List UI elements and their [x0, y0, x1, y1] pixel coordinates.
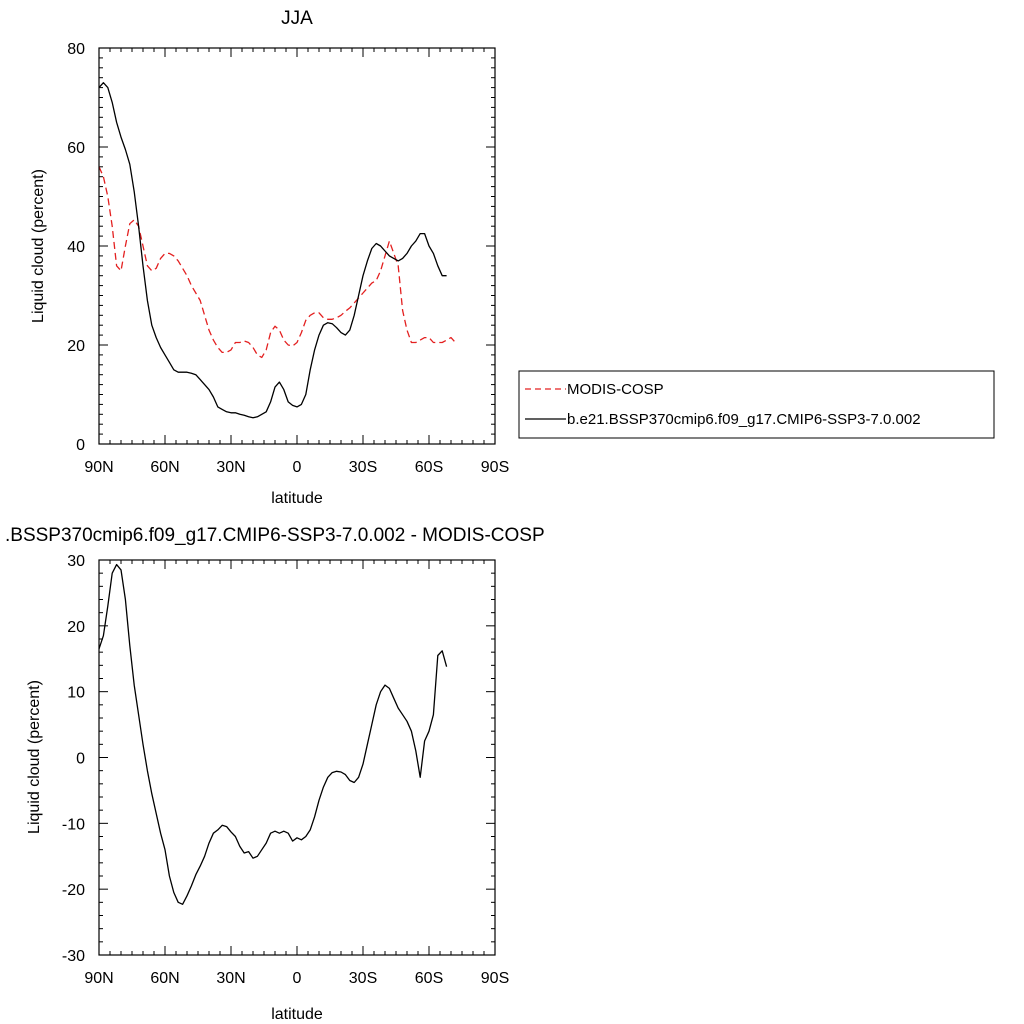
- plot-frame: [98, 559, 496, 956]
- series-lines: [98, 563, 448, 905]
- x-tick-label: 0: [293, 970, 302, 987]
- x-tick-label: 60N: [150, 970, 179, 987]
- difference-line-chart: .BSSP370cmip6.f09_g17.CMIP6-SSP3-7.0.002…: [5, 525, 545, 1023]
- y-tick-label: 20: [67, 338, 85, 355]
- x-tick-label: 60S: [415, 970, 443, 987]
- y-axis-label: Liquid cloud (percent): [26, 680, 43, 834]
- x-tick-label: 90N: [84, 970, 113, 987]
- top-series-line-1: [98, 82, 447, 419]
- x-tick-label: 90N: [84, 459, 113, 476]
- y-tick-label: 30: [67, 553, 85, 570]
- x-tick-label: 30S: [349, 970, 377, 987]
- y-tick-label: 10: [67, 685, 85, 702]
- chart-title: .BSSP370cmip6.f09_g17.CMIP6-SSP3-7.0.002…: [5, 525, 545, 546]
- y-tick-label: 80: [67, 41, 85, 58]
- y-axis-label: Liquid cloud (percent): [30, 169, 47, 323]
- x-tick-label: 60S: [415, 459, 443, 476]
- legend-box: [518, 370, 995, 439]
- legend: MODIS-COSP b.e21.BSSP370cmip6.f09_g17.CM…: [518, 370, 995, 439]
- x-tick-label: 30N: [216, 459, 245, 476]
- axis-ticks: 90N 60N 30N 0 30S 60S 90S -30 -20 -10 0 10 20 30: [62, 553, 509, 987]
- y-tick-label: -30: [62, 948, 85, 965]
- chart-title: JJA: [281, 8, 313, 29]
- x-tick-label: 0: [293, 459, 302, 476]
- axis-ticks: 90N 60N 30N 0 30S 60S 90S 0 20 40 60 80: [67, 41, 509, 476]
- x-tick-label: 30S: [349, 459, 377, 476]
- series-lines: [98, 82, 456, 419]
- y-tick-label: 0: [76, 751, 85, 768]
- y-tick-label: -20: [62, 882, 85, 899]
- y-tick-label: 0: [76, 437, 85, 454]
- x-tick-label: 90S: [481, 459, 509, 476]
- plot-frame: [98, 47, 496, 445]
- x-axis-label: latitude: [271, 1006, 323, 1023]
- x-tick-label: 90S: [481, 970, 509, 987]
- x-tick-label: 60N: [150, 459, 179, 476]
- jja-line-chart: JJA Liquid cloud (percent) latitude 90N 6…: [30, 8, 509, 507]
- x-axis-label: latitude: [271, 490, 323, 507]
- y-tick-label: 60: [67, 140, 85, 157]
- x-tick-label: 30N: [216, 970, 245, 987]
- y-tick-label: -10: [62, 816, 85, 833]
- legend-label-model: b.e21.BSSP370cmip6.f09_g17.CMIP6-SSP3-7.…: [567, 411, 921, 428]
- legend-label-modis-cosp: MODIS-COSP: [567, 381, 664, 398]
- y-tick-label: 20: [67, 619, 85, 636]
- y-tick-label: 40: [67, 239, 85, 256]
- bottom-series-line-0: [98, 563, 448, 905]
